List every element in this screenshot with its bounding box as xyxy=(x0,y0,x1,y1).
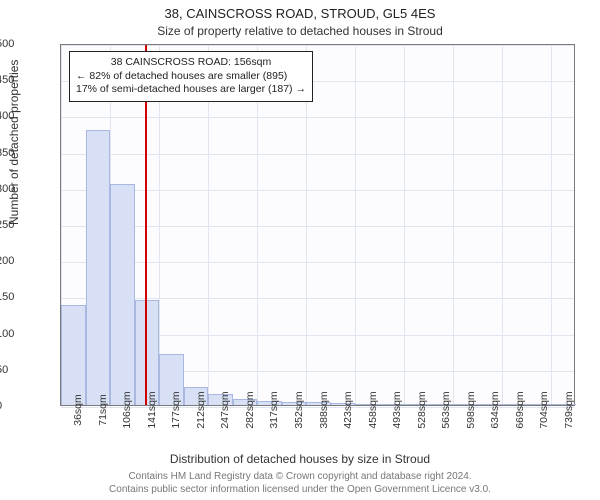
x-tick-label: 739sqm xyxy=(563,391,575,428)
x-tick-label: 317sqm xyxy=(268,391,280,428)
x-tick-label: 106sqm xyxy=(121,391,133,428)
y-tick-label: 250 xyxy=(0,219,54,231)
y-tick-labels: 050100150200250300350400450500 xyxy=(0,44,58,406)
y-tick-label: 500 xyxy=(0,38,54,50)
x-tick-label: 212sqm xyxy=(195,391,207,428)
y-tick-label: 150 xyxy=(0,291,54,303)
chart-title: 38, CAINSCROSS ROAD, STROUD, GL5 4ES xyxy=(0,6,600,21)
annotation-line-1: 38 CAINSCROSS ROAD: 156sqm xyxy=(76,56,306,70)
y-tick-label: 400 xyxy=(0,110,54,122)
annotation-box: 38 CAINSCROSS ROAD: 156sqm ← 82% of deta… xyxy=(69,51,313,102)
y-tick-label: 100 xyxy=(0,328,54,340)
footer-text: Contains HM Land Registry data © Crown c… xyxy=(0,470,600,496)
x-tick-label: 493sqm xyxy=(391,391,403,428)
y-tick-label: 0 xyxy=(0,400,54,412)
chart-subtitle: Size of property relative to detached ho… xyxy=(0,24,600,38)
x-tick-label: 36sqm xyxy=(72,394,84,426)
x-tick-label: 634sqm xyxy=(489,391,501,428)
x-tick-label: 423sqm xyxy=(342,391,354,428)
x-axis-label: Distribution of detached houses by size … xyxy=(0,452,600,466)
x-tick-labels: 36sqm71sqm106sqm141sqm177sqm212sqm247sqm… xyxy=(60,406,575,446)
annotation-line-2: ← 82% of detached houses are smaller (89… xyxy=(76,70,306,84)
y-tick-label: 350 xyxy=(0,147,54,159)
y-tick-label: 200 xyxy=(0,255,54,267)
x-tick-label: 704sqm xyxy=(538,391,550,428)
y-tick-label: 300 xyxy=(0,183,54,195)
y-tick-label: 50 xyxy=(0,364,54,376)
histogram-bar xyxy=(135,300,160,405)
x-tick-label: 458sqm xyxy=(367,391,379,428)
x-tick-label: 177sqm xyxy=(170,391,182,428)
histogram-bar xyxy=(86,130,111,405)
footer-line-1: Contains HM Land Registry data © Crown c… xyxy=(0,470,600,483)
x-tick-label: 669sqm xyxy=(514,391,526,428)
x-tick-label: 282sqm xyxy=(244,391,256,428)
y-tick-label: 450 xyxy=(0,74,54,86)
plot-area: 38 CAINSCROSS ROAD: 156sqm ← 82% of deta… xyxy=(60,44,575,406)
histogram-bar xyxy=(61,305,86,405)
histogram-bar xyxy=(110,184,135,405)
x-tick-label: 528sqm xyxy=(416,391,428,428)
x-tick-label: 388sqm xyxy=(318,391,330,428)
x-tick-label: 352sqm xyxy=(293,391,305,428)
x-tick-label: 141sqm xyxy=(146,391,158,428)
x-tick-label: 563sqm xyxy=(440,391,452,428)
x-tick-label: 598sqm xyxy=(465,391,477,428)
footer-line-2: Contains public sector information licen… xyxy=(0,483,600,496)
x-tick-label: 71sqm xyxy=(97,394,109,426)
x-tick-label: 247sqm xyxy=(219,391,231,428)
annotation-line-3: 17% of semi-detached houses are larger (… xyxy=(76,83,306,97)
